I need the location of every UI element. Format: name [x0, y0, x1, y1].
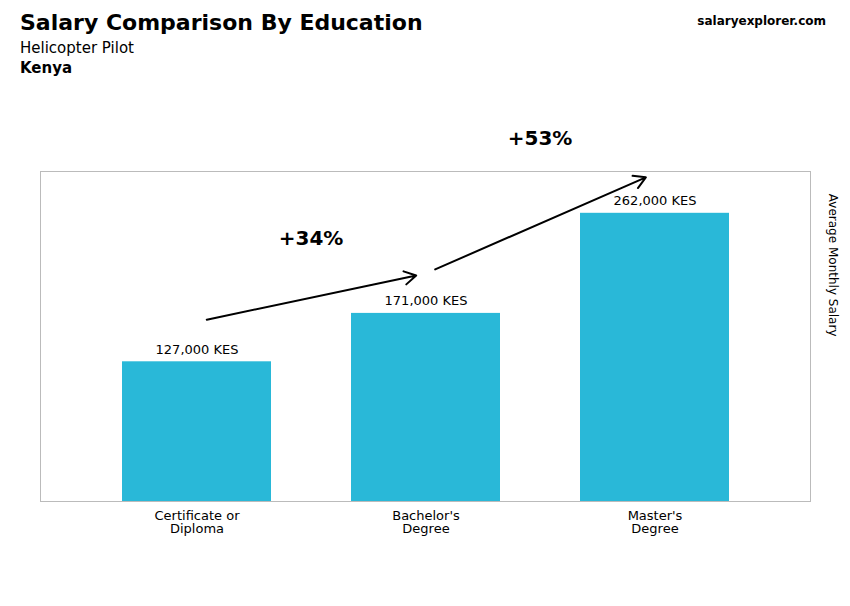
svg-text:+34%: +34%	[279, 226, 344, 250]
svg-text:Certificate orDiploma: Certificate orDiploma	[155, 508, 241, 536]
html-text:Salary Comparison By Education: Salary Comparison By Education	[20, 10, 423, 35]
svg-text:Bachelor'sDegree: Bachelor'sDegree	[392, 508, 460, 536]
svg-text:127,000 KES: 127,000 KES	[156, 342, 239, 357]
html-text:salaryexplorer.com: salaryexplorer.com	[697, 14, 826, 28]
svg-text:Average Monthly Salary: Average Monthly Salary	[826, 194, 840, 337]
html-text:Helicopter Pilot: Helicopter Pilot	[20, 39, 134, 57]
svg-text:Master'sDegree: Master'sDegree	[628, 508, 683, 536]
svg-text:+53%: +53%	[508, 126, 573, 150]
svg-text:262,000 KES: 262,000 KES	[614, 193, 697, 208]
svg-text:171,000 KES: 171,000 KES	[385, 293, 468, 308]
html-text:Kenya: Kenya	[20, 59, 73, 77]
